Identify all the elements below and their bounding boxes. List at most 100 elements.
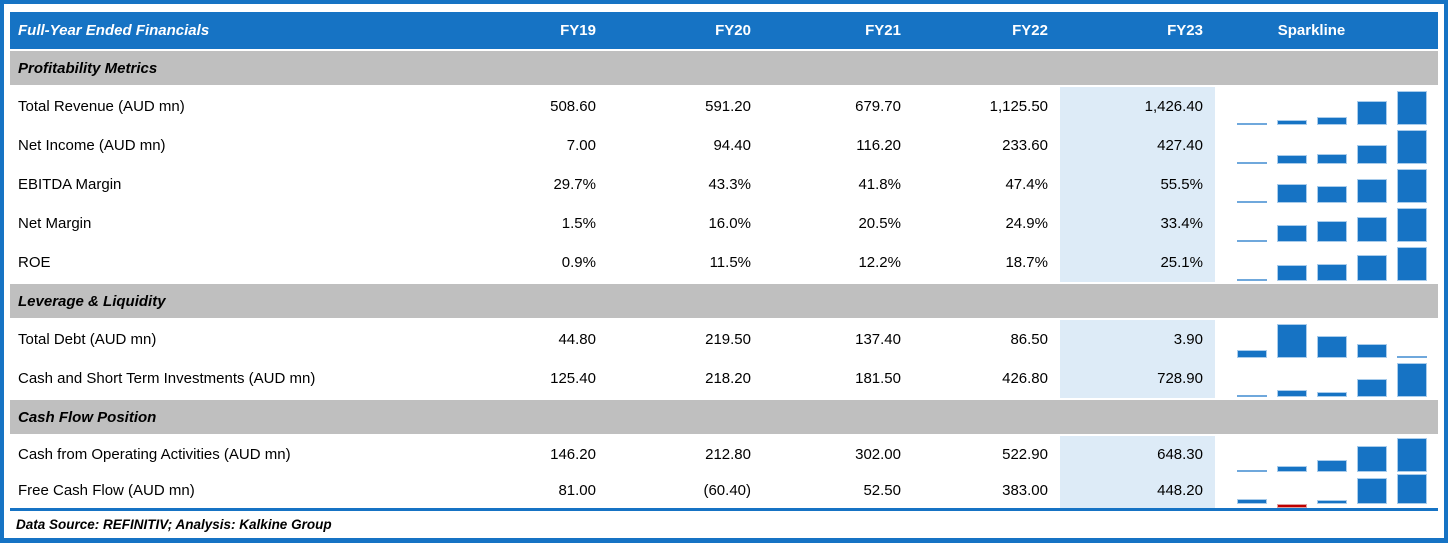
sparkline-bar: [1317, 153, 1347, 164]
sparkline-bar-slot: [1357, 91, 1387, 125]
sparkline-bar-slot: [1397, 438, 1427, 472]
sparkline-bar: [1277, 503, 1307, 508]
sparkline-bar: [1397, 438, 1427, 472]
sparkline-bar: [1277, 323, 1307, 358]
sparkline-bar: [1237, 239, 1267, 242]
sparkline-bar: [1397, 207, 1427, 242]
table-body: Profitability Metrics Total Revenue (AUD …: [10, 49, 1438, 508]
cell-fy21: 20.5%: [858, 215, 901, 232]
row-label: Net Income (AUD mn): [18, 137, 166, 154]
cell-fy22: 1,125.50: [989, 98, 1048, 115]
table-header-row: Full-Year Ended Financials FY19 FY20 FY2…: [10, 12, 1438, 49]
sparkline-bar: [1317, 499, 1347, 504]
sparkline-cell: [1215, 206, 1438, 242]
row-label: Cash and Short Term Investments (AUD mn): [18, 370, 316, 387]
row-label: Total Revenue (AUD mn): [18, 98, 185, 115]
sparkline-bar: [1237, 349, 1267, 358]
data-source-note: Data Source: REFINITIV; Analysis: Kalkin…: [16, 516, 332, 532]
sparkline-bar-slot: [1317, 363, 1347, 397]
table-row: Net Margin 1.5% 16.0% 20.5% 24.9% 33.4%: [10, 204, 1438, 243]
sparkline-bar: [1277, 183, 1307, 203]
column-header-fy19: FY19: [560, 22, 596, 39]
cell-fy20: 219.50: [705, 331, 751, 348]
sparkline-cell: [1215, 361, 1438, 397]
sparkline-bar: [1277, 154, 1307, 164]
sparkline-bar: [1357, 100, 1387, 125]
sparkline-bar-slot: [1277, 130, 1307, 164]
table-row: Cash and Short Term Investments (AUD mn)…: [10, 359, 1438, 398]
sparkline-bar: [1277, 224, 1307, 242]
sparkline-bar-slot: [1317, 324, 1347, 358]
cell-fy23: 3.90: [1060, 320, 1215, 359]
sparkline-bar: [1317, 460, 1347, 472]
sparkline-bar: [1237, 200, 1267, 203]
cell-fy19: 7.00: [566, 137, 596, 154]
sparkline-bar: [1237, 394, 1267, 397]
sparkline-bar-slot: [1237, 130, 1267, 164]
cell-fy22: 24.9%: [1005, 215, 1048, 232]
sparkline-bar-slot: [1277, 247, 1307, 281]
row-label: Net Margin: [18, 215, 92, 232]
cell-fy22: 426.80: [1002, 370, 1048, 387]
sparkline-bar-slot: [1237, 91, 1267, 125]
cell-fy19: 125.40: [550, 370, 596, 387]
sparkline-cell: [1215, 128, 1438, 164]
sparkline-bar: [1317, 220, 1347, 242]
sparkline-bar-slot: [1277, 474, 1307, 508]
cell-fy23: 25.1%: [1060, 243, 1215, 282]
table-row: ROE 0.9% 11.5% 12.2% 18.7% 25.1%: [10, 243, 1438, 282]
sparkline-bar-slot: [1277, 169, 1307, 203]
sparkline-bar-slot: [1317, 474, 1347, 508]
cell-fy23: 427.40: [1060, 126, 1215, 165]
sparkline-bar: [1357, 216, 1387, 242]
cell-fy20: 218.20: [705, 370, 751, 387]
sparkline-bar: [1317, 335, 1347, 358]
table-row: Total Revenue (AUD mn) 508.60 591.20 679.70…: [10, 87, 1438, 126]
section-title: Leverage & Liquidity: [18, 292, 166, 310]
sparkline-cell: [1215, 167, 1438, 203]
cell-fy20: 212.80: [705, 445, 751, 463]
sparkline-bar-slot: [1237, 208, 1267, 242]
row-label: EBITDA Margin: [18, 176, 122, 193]
column-header-fy23: FY23: [1167, 22, 1203, 39]
sparkline-bar: [1357, 378, 1387, 397]
sparkline-bar: [1277, 119, 1307, 125]
cell-fy19: 1.5%: [561, 215, 596, 232]
cell-fy23: 55.5%: [1060, 165, 1215, 204]
sparkline-bar: [1357, 178, 1387, 203]
sparkline-bar: [1357, 144, 1387, 164]
sparkline-bar: [1237, 161, 1267, 164]
sparkline-bar-slot: [1237, 474, 1267, 508]
sparkline-bar-slot: [1397, 207, 1427, 242]
cell-fy22: 18.7%: [1005, 254, 1048, 271]
cell-fy20: 16.0%: [708, 215, 751, 232]
sparkline-bar-slot: [1237, 363, 1267, 397]
sparkline-bar-slot: [1357, 363, 1387, 397]
cell-fy23: 728.90: [1060, 359, 1215, 398]
sparkline-bar-slot: [1397, 362, 1427, 397]
sparkline-bar-slot: [1397, 473, 1427, 508]
section-header-row: Leverage & Liquidity: [10, 284, 1438, 318]
sparkline-bar: [1237, 122, 1267, 125]
row-label: ROE: [18, 254, 51, 271]
sparkline-bar-slot: [1317, 208, 1347, 242]
table-row: Net Income (AUD mn) 7.00 94.40 116.20 233.60…: [10, 126, 1438, 165]
sparkline-bar-slot: [1357, 208, 1387, 242]
table-row: Cash from Operating Activities (AUD mn) 1…: [10, 436, 1438, 472]
table-row: Free Cash Flow (AUD mn) 81.00 (60.40) 52.50…: [10, 472, 1438, 508]
sparkline-bar-slot: [1317, 247, 1347, 281]
cell-fy22: 47.4%: [1005, 176, 1048, 193]
table-row: EBITDA Margin 29.7% 43.3% 41.8% 47.4% 55.5%: [10, 165, 1438, 204]
section-header-row: Cash Flow Position: [10, 400, 1438, 434]
sparkline-bar: [1277, 389, 1307, 397]
sparkline-bar-slot: [1357, 324, 1387, 358]
cell-fy21: 12.2%: [858, 254, 901, 271]
cell-fy21: 41.8%: [858, 176, 901, 193]
sparkline-bar: [1397, 168, 1427, 203]
sparkline-bar-slot: [1397, 246, 1427, 281]
table-title: Full-Year Ended Financials: [18, 22, 210, 39]
cell-fy22: 233.60: [1002, 137, 1048, 154]
cell-fy21: 52.50: [863, 481, 901, 499]
sparkline-cell: [1215, 245, 1438, 281]
